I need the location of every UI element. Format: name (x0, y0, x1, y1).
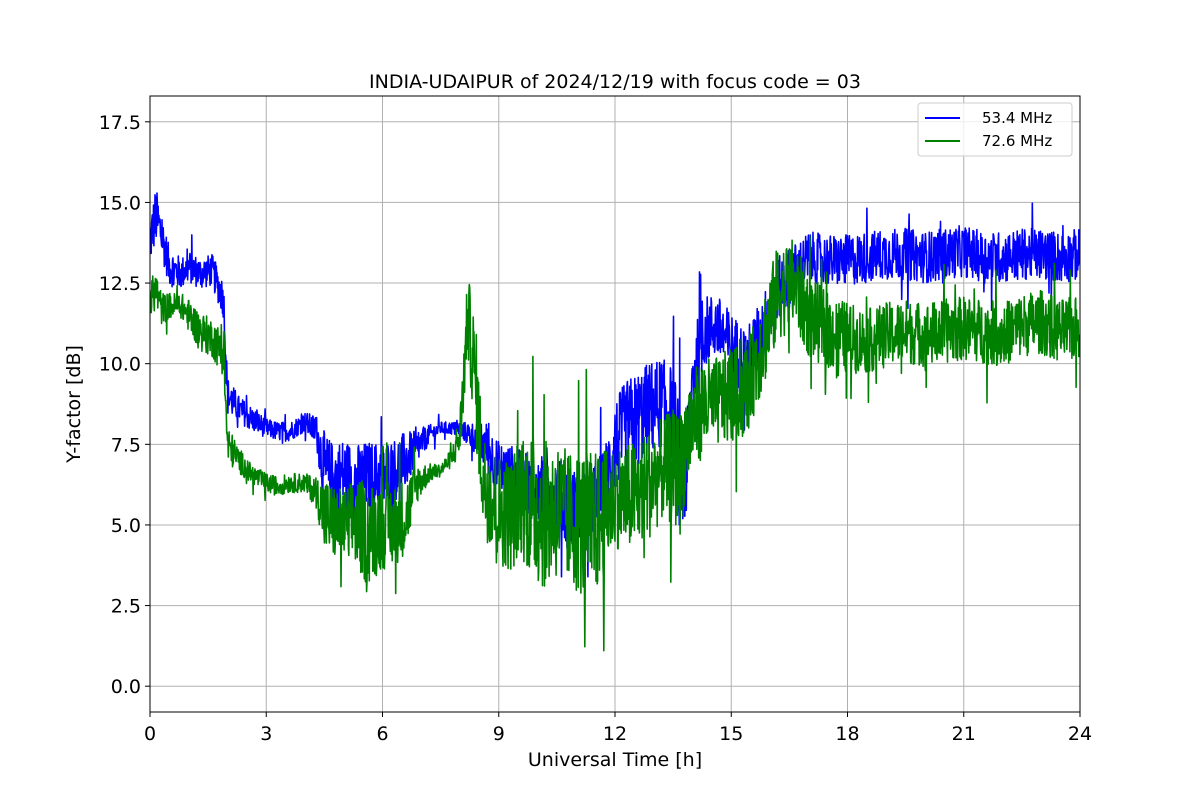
y-tick-label: 0.0 (111, 676, 141, 698)
legend-label-53-4-mhz: 53.4 MHz (982, 109, 1052, 127)
x-tick-label: 12 (603, 723, 627, 745)
x-tick-label: 15 (719, 723, 743, 745)
x-tick-label: 21 (952, 723, 976, 745)
y-tick-label: 15.0 (99, 192, 141, 214)
y-axis-label: Y-factor [dB] (63, 345, 85, 464)
x-axis: 0 3 6 9 12 15 18 21 24 (144, 712, 1092, 745)
series-line-53-4-mhz (150, 192, 1080, 578)
y-tick-label: 5.0 (111, 515, 141, 537)
x-tick-label: 6 (376, 723, 388, 745)
y-tick-label: 10.0 (99, 354, 141, 376)
y-axis: 0.0 2.5 5.0 7.5 10.0 12.5 15.0 17.5 (99, 112, 150, 698)
x-tick-label: 9 (493, 723, 505, 745)
series-layer (150, 192, 1080, 652)
x-axis-label: Universal Time [h] (528, 749, 702, 771)
legend-box (917, 102, 1073, 157)
x-tick-label: 0 (144, 723, 156, 745)
chart-title: INDIA-UDAIPUR of 2024/12/19 with focus c… (369, 71, 861, 93)
legend-label-72-6-mhz: 72.6 MHz (982, 132, 1052, 150)
legend: 53.4 MHz 72.6 MHz (917, 102, 1073, 157)
x-tick-label: 18 (835, 723, 859, 745)
y-tick-label: 7.5 (111, 434, 141, 456)
x-tick-label: 3 (260, 723, 272, 745)
y-tick-label: 2.5 (111, 596, 141, 618)
y-tick-label: 17.5 (99, 112, 141, 134)
series-line-72-6-mhz (150, 235, 1080, 652)
x-tick-label: 24 (1068, 723, 1092, 745)
y-tick-label: 12.5 (99, 273, 141, 295)
